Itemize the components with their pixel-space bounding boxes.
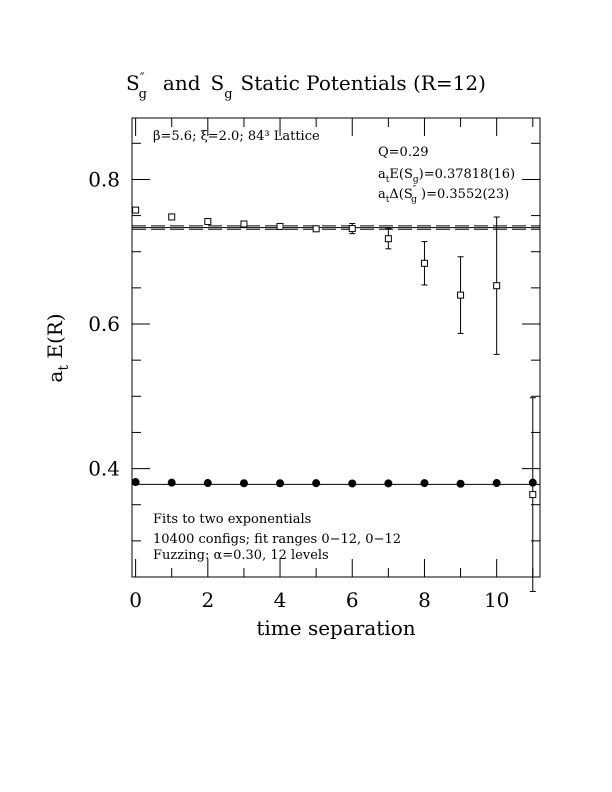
x-tick-label: 0 bbox=[129, 588, 142, 612]
sdd-point bbox=[529, 491, 537, 499]
sdd-point bbox=[276, 222, 284, 230]
sg-point bbox=[384, 479, 393, 488]
chart-title: S″ g and Sg Static Potentials (R=12) bbox=[126, 71, 486, 102]
sdd-point bbox=[384, 235, 392, 243]
x-tick-label: 2 bbox=[201, 588, 214, 612]
sg-point bbox=[131, 478, 140, 487]
axis-ticks bbox=[132, 118, 540, 577]
sdd-point bbox=[240, 220, 248, 228]
plot-frame bbox=[131, 117, 541, 578]
x-axis-title: time separation bbox=[256, 616, 415, 640]
fit-lines bbox=[132, 225, 540, 485]
sg-point bbox=[312, 479, 321, 488]
series-sdd bbox=[132, 206, 537, 592]
sg-point bbox=[348, 479, 357, 488]
y-tick-label: 0.4 bbox=[88, 457, 120, 481]
sdd-point bbox=[493, 282, 501, 290]
x-tick-label: 6 bbox=[346, 588, 359, 612]
x-tick-label: 8 bbox=[418, 588, 431, 612]
y-axis-title: at E(R) bbox=[43, 313, 72, 382]
series-sg bbox=[131, 478, 537, 488]
sdd-point bbox=[132, 206, 140, 214]
sg-point bbox=[239, 479, 248, 488]
configs-annotation: 10400 configs; fit ranges 0−12, 0−12 bbox=[153, 532, 401, 547]
sg-point bbox=[203, 479, 212, 488]
sg-point bbox=[456, 479, 465, 488]
q-annotation: Q=0.29 bbox=[378, 145, 429, 160]
x-tick-label: 10 bbox=[484, 588, 509, 612]
sdd-point bbox=[348, 225, 356, 233]
y-tick-label: 0.8 bbox=[88, 167, 120, 191]
sg-point bbox=[167, 478, 176, 487]
y-tick-label: 0.6 bbox=[88, 312, 120, 336]
sg-point bbox=[276, 479, 285, 488]
sg-point bbox=[420, 479, 429, 488]
energy-annotation: atE(Sg)=0.37818(16) bbox=[378, 167, 515, 185]
sdd-point bbox=[168, 213, 176, 221]
sdd-point bbox=[204, 218, 212, 226]
sdd-point bbox=[457, 291, 465, 299]
delta-annotation: atΔ(S″ g )=0.3552(23) bbox=[378, 185, 509, 205]
sdd-point bbox=[312, 225, 320, 233]
x-tick-label: 4 bbox=[274, 588, 287, 612]
sg-point bbox=[492, 479, 501, 488]
fuzzing-annotation: Fuzzing: α=0.30, 12 levels bbox=[153, 548, 329, 563]
lattice-annotation: β=5.6; ξ=2.0; 84³ Lattice bbox=[153, 129, 320, 144]
tick-labels: 0 2 4 6 8 10 0.4 0.6 0.8 bbox=[88, 167, 509, 612]
fits-annotation: Fits to two exponentials bbox=[153, 512, 311, 527]
sdd-point bbox=[420, 259, 428, 267]
